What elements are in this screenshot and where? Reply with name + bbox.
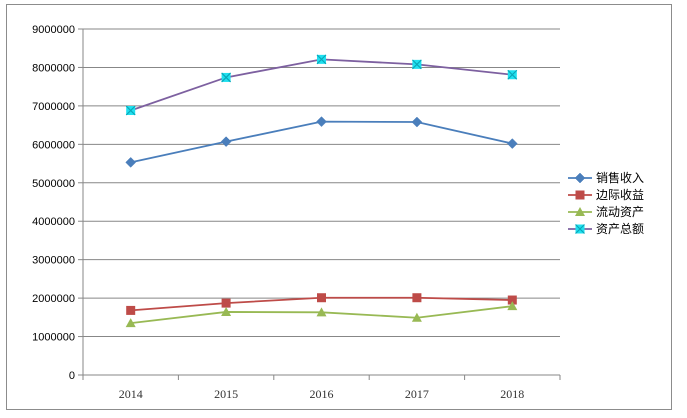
y-axis-ticks: 0 1000000 2000000 3000000 4000000 5000000 6000… [32,24,75,382]
square-marker [221,298,231,308]
y-tick-label: 1000000 [32,332,75,344]
triangle-marker [507,301,518,311]
y-tick-label: 3000000 [32,255,75,267]
legend-label: 销售收入 [596,170,644,185]
triangle-marker [125,318,136,328]
y-tick-label: 2000000 [32,293,75,305]
x-marker [221,72,232,83]
series-2 [125,301,518,328]
legend-label: 资产总额 [596,222,644,236]
gridlines [83,28,560,338]
x-marker [507,69,518,80]
x-tick-label: 2015 [214,387,238,401]
square-marker [317,293,326,303]
diamond-marker [220,136,232,147]
x-marker [575,224,585,234]
series-0 [125,116,518,168]
chart-frame [6,4,672,410]
triangle-marker [411,312,422,322]
square-marker [126,305,136,315]
diamond-marker [411,116,423,128]
square-marker [507,295,517,305]
triangle-marker [575,207,585,216]
y-tick-label: 7000000 [32,101,75,113]
diamond-marker [574,172,586,184]
legend-item: 销售收入 [568,170,644,185]
series-line [130,120,513,164]
legend-item: 资产总额 [568,222,644,236]
triangle-marker [221,306,232,316]
y-tick-label: 9000000 [32,24,75,36]
triangle-marker [316,307,327,317]
axes [78,28,561,380]
x-marker [125,105,136,116]
y-tick-label: 8000000 [32,62,75,74]
x-marker [316,54,327,65]
series-1 [126,293,517,315]
square-marker [412,293,422,303]
y-tick-label: 0 [69,370,75,382]
diamond-marker [125,157,137,168]
legend-item: 边际收益 [568,188,644,202]
x-tick-label: 2018 [500,387,524,401]
diamond-marker [316,116,327,128]
x-axis-ticks: 2014 2015 2016 2017 2018 [119,387,525,401]
series-lines [125,54,518,328]
legend-label: 流动资产 [596,205,644,219]
y-tick-label: 6000000 [32,139,75,151]
legend-label: 边际收益 [596,188,644,202]
x-marker [411,59,422,70]
x-tick-label: 2014 [119,387,143,401]
square-marker [575,190,585,200]
legend-item: 流动资产 [568,205,644,219]
y-tick-label: 5000000 [32,178,75,190]
y-tick-label: 4000000 [32,216,75,228]
diamond-marker [506,138,518,149]
x-tick-label: 2016 [310,387,334,401]
x-tick-label: 2017 [405,387,429,401]
series-3 [125,54,518,116]
